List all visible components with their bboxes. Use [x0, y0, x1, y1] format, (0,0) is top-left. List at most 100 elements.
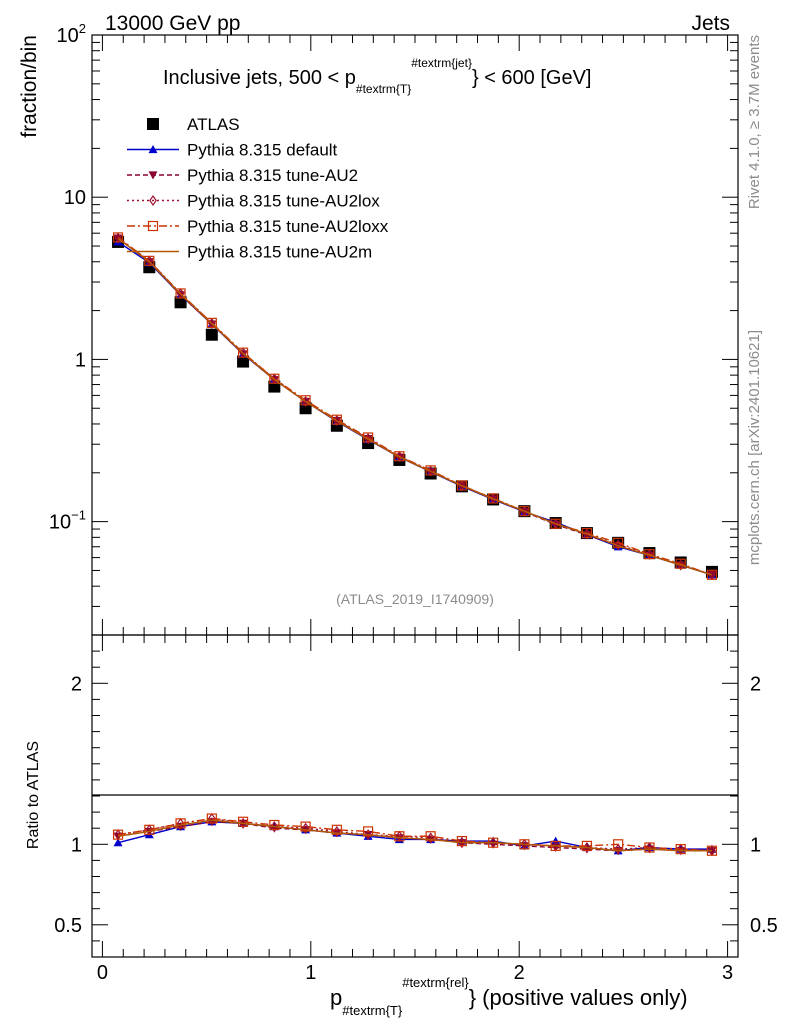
pythia-8-315-tune-au2lox-ratio-point [364, 829, 372, 841]
pythia-8-315-tune-au2loxx-ratio-point [237, 816, 249, 827]
pythia-8-315-tune-au2loxx-point [488, 493, 499, 504]
legend-atlas-marker [147, 118, 159, 130]
xlabel-tail: } (positive values only) [469, 985, 688, 1010]
ratio-axes: 0.5 0.5 1 1 2 2 0 1 2 3 [54, 634, 778, 984]
pythia-8-315-default-ratio-point [113, 838, 123, 847]
pythia-8-315-tune-au2loxx-point [206, 317, 217, 328]
x-tick-label: 3 [722, 962, 733, 984]
legend-label: Pythia 8.315 tune-AU2loxx [187, 217, 389, 236]
main-y-tick-exponent: 2 [79, 21, 86, 36]
rivet-version-label: Rivet 4.1.0, ≥ 3.7M events [746, 35, 763, 209]
pythia-8-315-tune-au2lox-ratio-point [614, 843, 623, 855]
main-series-group [112, 232, 718, 581]
pythia-8-315-tune-au2loxx-point [300, 395, 311, 406]
pythia-8-315-tune-au2loxx-point [706, 569, 718, 580]
ratio-y-tick-label-right: 2 [750, 673, 761, 695]
pythia-8-315-tune-au2loxx-point [112, 232, 124, 243]
legend-label: Pythia 8.315 default [187, 141, 338, 160]
ratio-panel-frame [91, 634, 739, 958]
ratio-y-tick-label: 2 [71, 673, 82, 695]
main-y-tick-label: 10−1 [49, 508, 86, 534]
ratio-y-tick-label-right: 0.5 [750, 915, 778, 937]
pythia-8-315-tune-au2loxx-ratio-point [363, 826, 374, 837]
xlabel-lead: p [330, 985, 342, 1010]
pythia-8-315-tune-au2lox-point [583, 528, 591, 540]
pythia-8-315-tune-au2loxx-point [456, 480, 467, 491]
ratio-y-tick-label-right: 1 [750, 834, 761, 856]
analysis-watermark: (ATLAS_2019_I1740909) [336, 591, 494, 607]
pythia-8-315-tune-au2loxx-ratio-point [394, 831, 405, 842]
legend-label: ATLAS [187, 115, 240, 134]
main-y-tick-base: 10 [49, 512, 71, 534]
pythia-8-315-tune-au2m-ratio-line [117, 819, 712, 852]
pythia-8-315-tune-au2loxx-ratio-point [456, 835, 467, 847]
legend-label: Pythia 8.315 tune-AU2lox [187, 192, 380, 211]
pythia-8-315-tune-au2lox-ratio-point [426, 832, 435, 844]
pythia-8-315-tune-au2m-line [117, 238, 713, 576]
pythia-8-315-tune-au2loxx-line [117, 236, 713, 576]
pythia-8-315-tune-au2loxx-ratio-point [331, 824, 342, 835]
xlabel-subscript: #textrm{T} [342, 1003, 403, 1018]
mcplots-label: mcplots.cern.ch [arXiv:2401.10621] [746, 330, 763, 565]
pythia-8-315-tune-au2loxx-point [613, 537, 624, 548]
pythia-8-315-default-line [117, 241, 713, 576]
xlabel-superscript: #textrm{rel} [402, 975, 469, 990]
pythia-8-315-tune-au2loxx-point [519, 506, 530, 517]
pythia-8-315-tune-au2lox-point [114, 232, 122, 244]
x-tick-label: 1 [305, 962, 316, 984]
pythia-8-315-tune-au2loxx-ratio-point [112, 829, 124, 840]
legend-label: Pythia 8.315 tune-AU2m [187, 243, 372, 262]
main-y-tick-label: 1 [75, 349, 86, 371]
pythia-8-315-tune-au2loxx-ratio-point [613, 839, 624, 850]
title-subscript: #textrm{T} [356, 82, 411, 96]
pythia-8-315-tune-au2loxx-ratio-point [206, 813, 217, 824]
main-y-tick-label: 10 [64, 187, 86, 209]
atlas-data-point [205, 328, 218, 341]
main-y-tick-label: 102 [57, 21, 86, 47]
title-lead: Inclusive jets, 500 < p [163, 67, 356, 89]
legend-pythia-8-315-default-marker [148, 145, 158, 154]
pythia-8-315-tune-au2loxx-point [175, 288, 186, 299]
main-plot-title: Inclusive jets, 500 < p#textrm{T}#textrm… [163, 56, 591, 96]
pythia-8-315-tune-au2loxx-ratio-point [644, 842, 655, 853]
pythia-8-315-tune-au2lox-line [117, 237, 713, 576]
pythia-8-315-tune-au2loxx-ratio-line [117, 817, 712, 852]
header-energy-label: 13000 GeV pp [105, 12, 240, 35]
main-y-axis-label: fraction/bin [18, 35, 41, 138]
legend: ATLAS Pythia 8.315 default Pythia 8.315 tu… [127, 115, 389, 262]
x-tick-label: 2 [514, 962, 525, 984]
legend-pythia-8-315-tune-au2loxx-marker [147, 220, 159, 232]
x-tick-label: 0 [97, 962, 108, 984]
legend-pythia-8-315-tune-au2lox-marker [149, 194, 157, 207]
pythia-8-315-tune-au2loxx-ratio-point [675, 844, 686, 855]
main-y-tick-exponent: −1 [71, 508, 86, 523]
pythia-8-315-tune-au2loxx-point [331, 414, 342, 425]
ratio-y-tick-label: 1 [71, 834, 82, 856]
title-tail: } < 600 [GeV] [472, 67, 592, 89]
pythia-8-315-tune-au2loxx-point [394, 451, 405, 462]
title-superscript: #textrm{jet} [411, 56, 472, 70]
pythia-8-315-tune-au2lox-ratio-point [332, 825, 341, 837]
pythia-8-315-tune-au2loxx-ratio-point [581, 840, 593, 852]
atlas-data-point [237, 355, 250, 368]
header-jets-label: Jets [691, 12, 730, 35]
ratio-y-tick-label: 0.5 [54, 915, 82, 937]
pythia-8-315-tune-au2loxx-point [144, 255, 155, 266]
atlas-data-point [174, 296, 187, 309]
pythia-8-315-tune-au2loxx-point [269, 373, 280, 384]
pythia-8-315-tune-au2loxx-ratio-point [300, 821, 311, 832]
ratio-y-axis-label: Ratio to ATLAS [25, 741, 42, 849]
main-y-tick-base: 10 [57, 25, 79, 47]
pythia-8-315-tune-au2loxx-point [363, 432, 374, 443]
pythia-8-315-tune-au2loxx-point [237, 347, 249, 358]
pythia-8-315-tune-au2loxx-ratio-point [269, 819, 280, 831]
legend-pythia-8-315-tune-au2-marker [148, 171, 158, 180]
pythia-8-315-tune-au2-point [176, 291, 186, 300]
pythia-8-315-tune-au2loxx-ratio-point [175, 818, 186, 829]
ratio-series-group [112, 812, 718, 857]
pythia-8-315-tune-au2loxx-point [550, 518, 561, 529]
x-axis-label: p#textrm{T} #textrm{rel}} (positive value… [330, 975, 688, 1018]
pythia-8-315-tune-au2loxx-point [425, 465, 436, 476]
